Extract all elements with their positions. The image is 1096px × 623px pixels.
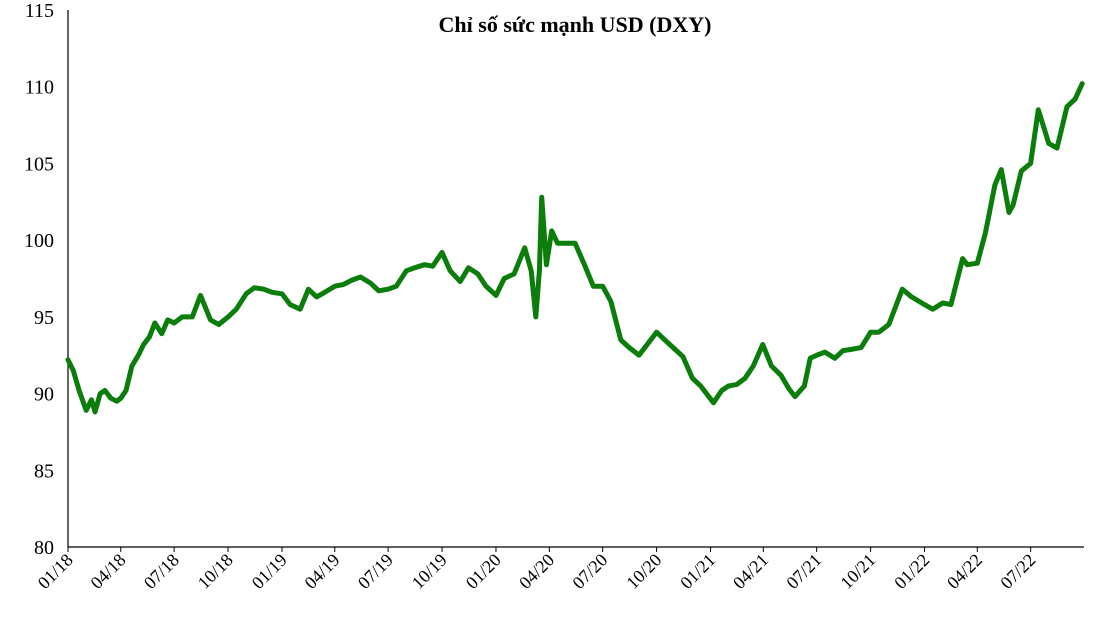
x-tick-label: 07/19: [354, 550, 397, 593]
y-tick-label: 105: [24, 153, 54, 175]
x-axis: 01/18 04/18 07/18 10/18 01/19 04/19 07/19 10/19…: [34, 546, 1084, 593]
y-tick-label: 110: [25, 77, 54, 99]
x-tick-label: 07/18: [140, 550, 183, 593]
x-tick-label: 07/21: [782, 550, 825, 593]
y-tick-label: 90: [34, 384, 54, 406]
x-tick-label: 01/21: [676, 550, 719, 593]
y-axis: 80 85 90 95 100 105 110 115: [24, 0, 69, 559]
x-tick-label: 07/22: [996, 550, 1039, 593]
x-tick-label: 10/19: [408, 550, 451, 593]
y-tick-label: 85: [34, 460, 54, 482]
y-tick-label: 115: [25, 0, 54, 22]
series-line-dxy: [65, 81, 1085, 415]
x-tick-label: 07/20: [568, 550, 611, 593]
x-tick-label: 10/20: [622, 550, 665, 593]
x-tick-label: 04/18: [86, 550, 129, 593]
plot-area: [65, 81, 1085, 415]
y-tick-label: 80: [34, 537, 54, 559]
x-tick-label: 01/19: [248, 550, 291, 593]
x-tick-label: 10/21: [836, 550, 879, 593]
x-tick-label: 04/22: [943, 550, 986, 593]
x-tick-label: 01/22: [890, 550, 933, 593]
x-tick-label: 04/21: [729, 550, 772, 593]
y-tick-label: 95: [34, 307, 54, 329]
x-tick-label: 01/20: [462, 550, 505, 593]
chart-title: Chỉ số sức mạnh USD (DXY): [439, 12, 712, 37]
x-tick-label: 10/18: [194, 550, 237, 593]
y-tick-label: 100: [24, 230, 54, 252]
x-tick-label: 04/20: [515, 550, 558, 593]
x-tick-label: 04/19: [300, 550, 343, 593]
